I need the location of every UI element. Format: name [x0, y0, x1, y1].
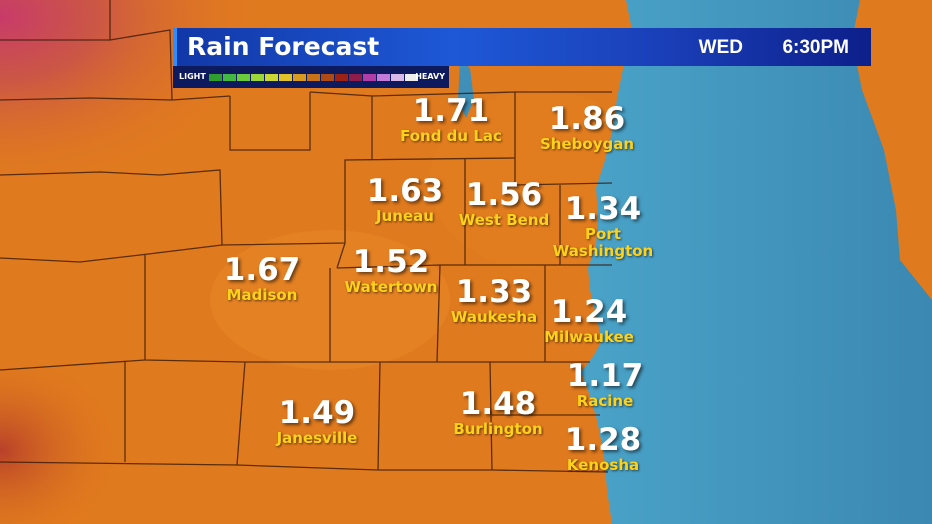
city-juneau: 1.63 Juneau: [367, 174, 444, 225]
legend-swatch: [237, 74, 250, 81]
legend-swatch: [363, 74, 376, 81]
legend-swatch: [293, 74, 306, 81]
city-value: 1.24: [550, 294, 628, 330]
legend-swatch: [223, 74, 236, 81]
intensity-legend: LIGHT HEAVY: [173, 66, 449, 88]
legend-swatch: [391, 74, 404, 81]
city-name: Fond du Lac: [400, 127, 502, 145]
city-name: Janesville: [276, 429, 358, 447]
legend-swatch: [307, 74, 320, 81]
city-waukesha: 1.33 Waukesha: [451, 275, 537, 326]
legend-swatch: [349, 74, 362, 81]
city-value: 1.28: [564, 422, 642, 458]
city-value: 1.52: [352, 244, 430, 280]
city-burlington: 1.48 Burlington: [453, 387, 542, 438]
legend-heavy-label: HEAVY: [415, 72, 445, 81]
legend-swatches: [209, 74, 419, 81]
city-value: 1.56: [465, 177, 543, 213]
legend-light-label: LIGHT: [179, 72, 206, 81]
legend-swatch: [251, 74, 264, 81]
forecast-header: Rain Forecast WED 6:30PM: [173, 28, 871, 66]
city-value: 1.48: [459, 386, 537, 422]
city-value: 1.49: [278, 395, 356, 431]
city-name: Kenosha: [566, 456, 640, 474]
lake-michigan: [581, 0, 932, 524]
city-name: Milwaukee: [544, 328, 634, 346]
legend-swatch: [209, 74, 222, 81]
city-name: Port Washington: [552, 225, 654, 260]
city-sheboygan: 1.86 Sheboygan: [540, 102, 634, 153]
forecast-time: 6:30PM: [782, 37, 849, 58]
city-name: Racine: [576, 392, 634, 410]
city-west-bend: 1.56 West Bend: [459, 178, 550, 229]
city-value: 1.86: [548, 101, 626, 137]
legend-swatch: [265, 74, 278, 81]
eastern-shore: [852, 0, 932, 300]
legend-swatch: [405, 74, 418, 81]
city-janesville: 1.49 Janesville: [277, 396, 358, 447]
page-title: Rain Forecast: [187, 32, 380, 61]
city-value: 1.67: [223, 252, 301, 288]
city-value: 1.33: [455, 274, 533, 310]
city-name: West Bend: [458, 211, 550, 229]
city-name: Sheboygan: [539, 135, 635, 153]
city-name: Madison: [226, 286, 298, 304]
city-value: 1.17: [566, 358, 644, 394]
city-madison: 1.67 Madison: [224, 253, 301, 304]
legend-swatch: [321, 74, 334, 81]
city-name: Burlington: [453, 420, 543, 438]
legend-swatch: [377, 74, 390, 81]
city-name: Watertown: [344, 278, 438, 296]
city-value: 1.34: [564, 191, 642, 227]
city-name: Waukesha: [450, 308, 538, 326]
forecast-day: WED: [698, 37, 743, 58]
city-watertown: 1.52 Watertown: [345, 245, 438, 296]
county-boundaries: [0, 0, 613, 473]
city-fond-du-lac: 1.71 Fond du Lac: [400, 94, 502, 145]
city-value: 1.71: [412, 93, 490, 129]
city-port-washington: 1.34 Port Washington: [553, 192, 653, 260]
city-kenosha: 1.28 Kenosha: [565, 423, 642, 474]
city-milwaukee: 1.24 Milwaukee: [544, 295, 634, 346]
city-name: Juneau: [376, 207, 434, 225]
city-value: 1.63: [366, 173, 444, 209]
city-racine: 1.17 Racine: [567, 359, 644, 410]
legend-swatch: [335, 74, 348, 81]
legend-swatch: [279, 74, 292, 81]
